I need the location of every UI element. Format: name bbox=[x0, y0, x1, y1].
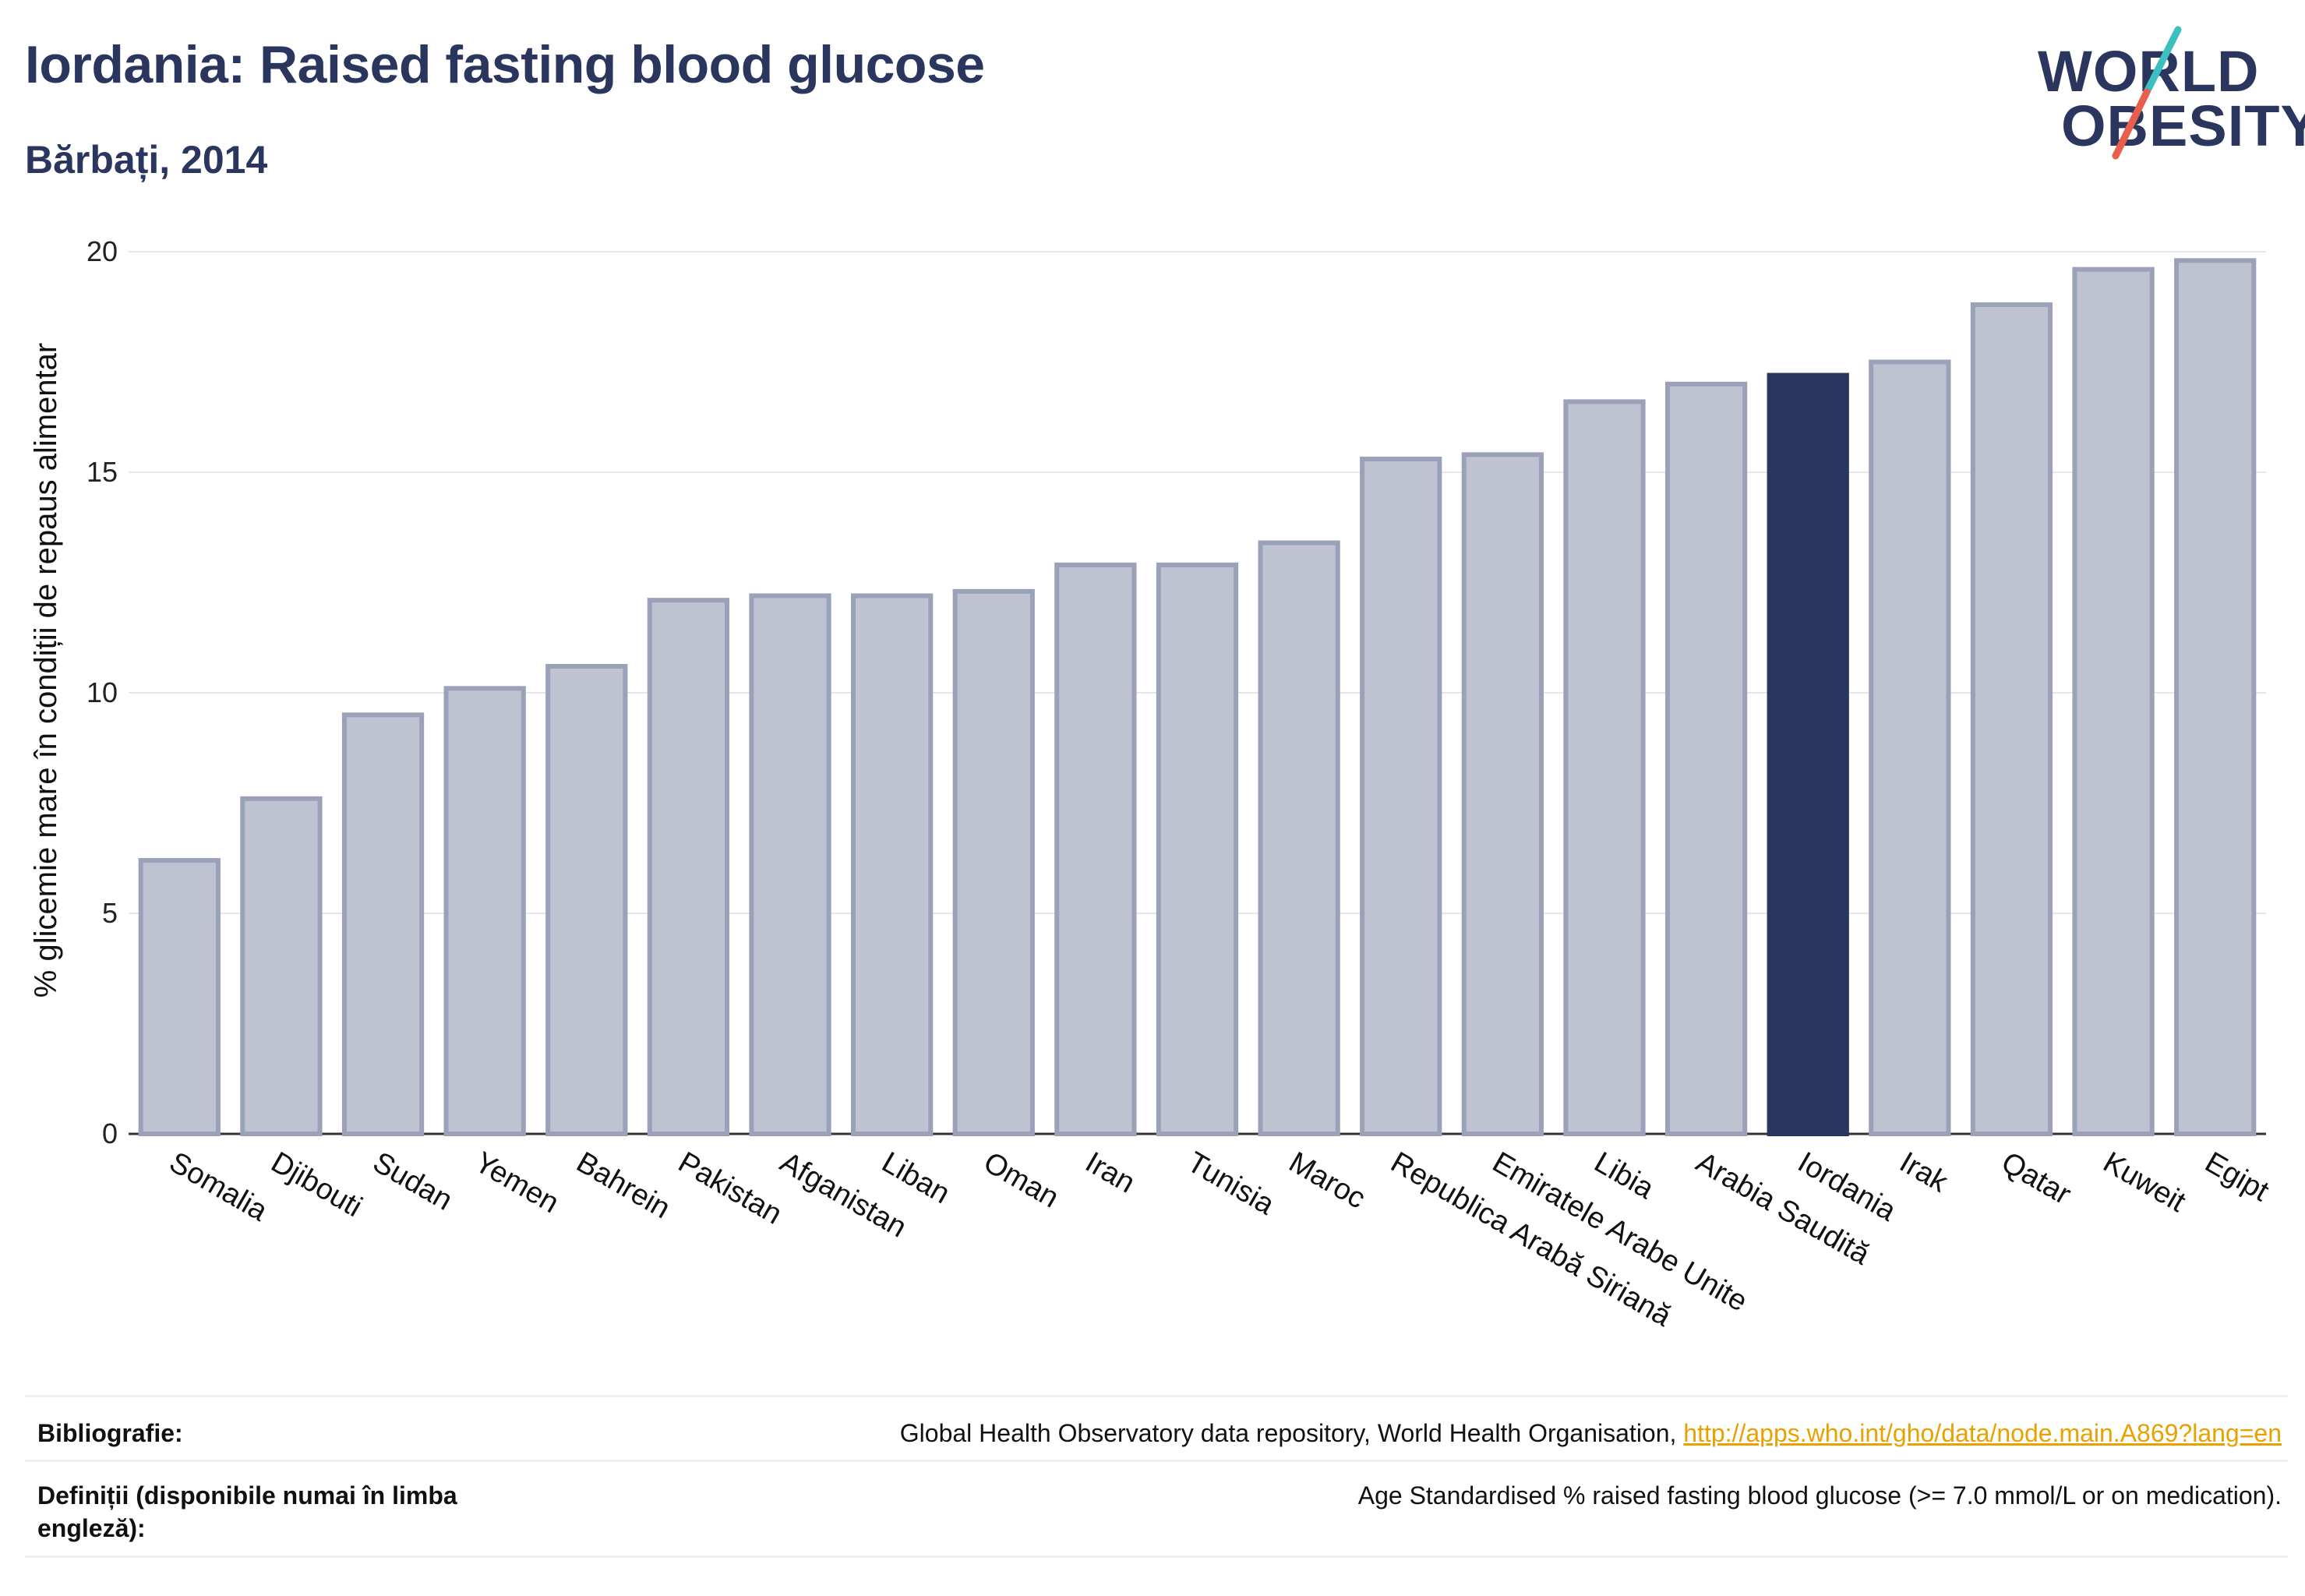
bar-qatar bbox=[1970, 302, 2053, 1136]
bar-kuweit bbox=[2072, 267, 2155, 1136]
bars bbox=[138, 258, 2257, 1137]
y-axis-title: % glicemie mare în condiții de repaus al… bbox=[29, 343, 63, 998]
footer-divider-bottom bbox=[25, 1555, 2288, 1558]
world-obesity-logo: WORLD OBESITY bbox=[2038, 23, 2305, 164]
x-tick-label: Sudan bbox=[367, 1146, 457, 1216]
bar-afganistan bbox=[749, 593, 831, 1136]
bar-yemen bbox=[443, 686, 526, 1136]
bar-oman bbox=[952, 588, 1035, 1136]
x-tick-label: Arabia Saudită bbox=[1690, 1146, 1876, 1271]
x-tick-label: Pakistan bbox=[672, 1146, 787, 1231]
bar-iordania bbox=[1767, 373, 1849, 1137]
bibliography-text: Global Health Observatory data repositor… bbox=[899, 1419, 1684, 1447]
x-tick-label: Bahrein bbox=[571, 1146, 676, 1225]
x-tick-label: Somalia bbox=[164, 1146, 274, 1227]
bar-irak bbox=[1869, 359, 1951, 1136]
chart-title: Iordania: Raised fasting blood glucose bbox=[25, 35, 985, 94]
bibliography-value: Global Health Observatory data repositor… bbox=[900, 1417, 2282, 1449]
bar-tunisia bbox=[1156, 562, 1239, 1136]
x-tick-label: Maroc bbox=[1283, 1146, 1371, 1215]
definitions-label: Definiții (disponibile numai în limba en… bbox=[37, 1481, 457, 1542]
bibliography-label: Bibliografie: bbox=[37, 1419, 183, 1447]
x-tick-label: Oman bbox=[978, 1146, 1064, 1214]
x-tick-label: Tunisia bbox=[1181, 1146, 1280, 1221]
bar-somalia bbox=[138, 858, 221, 1136]
x-tick-label: Djibouti bbox=[266, 1146, 368, 1223]
x-tick-label: Iran bbox=[1080, 1146, 1141, 1199]
y-tick-label: 5 bbox=[102, 897, 118, 929]
y-tick-label: 0 bbox=[102, 1118, 118, 1149]
footer-divider-middle bbox=[25, 1460, 2288, 1462]
y-tick-label: 15 bbox=[86, 456, 118, 488]
x-tick-label: Irak bbox=[1894, 1146, 1954, 1199]
bar-djibouti bbox=[240, 796, 323, 1136]
bar-libia bbox=[1563, 399, 1646, 1136]
logo-line-2: OBESITY bbox=[2061, 94, 2305, 158]
bar-pakistan bbox=[647, 598, 730, 1136]
x-tick-label: Egipt bbox=[2200, 1146, 2275, 1208]
bar-iran bbox=[1054, 562, 1137, 1136]
bar-emiratele-arabe-unite bbox=[1461, 452, 1544, 1136]
bar-maroc bbox=[1258, 540, 1340, 1136]
bar-egipt bbox=[2174, 258, 2257, 1137]
footer-divider-top bbox=[25, 1395, 2288, 1397]
bar-arabia-saudită bbox=[1664, 381, 1748, 1136]
x-tick-label: Liban bbox=[876, 1146, 955, 1210]
x-tick-label: Yemen bbox=[469, 1146, 564, 1220]
y-tick-label: 10 bbox=[86, 676, 118, 708]
y-tick-label: 20 bbox=[86, 235, 118, 267]
bar-republica-arabă-siriană bbox=[1360, 457, 1442, 1136]
x-tick-label: Kuweit bbox=[2098, 1146, 2191, 1219]
x-tick-label: Qatar bbox=[1996, 1146, 2077, 1211]
bar-sudan bbox=[341, 712, 425, 1136]
bar-bahrein bbox=[545, 664, 628, 1136]
chart-subtitle: Bărbați, 2014 bbox=[25, 138, 268, 182]
y-tick-labels: 0 5 10 15 20 bbox=[86, 235, 118, 1149]
bar-liban bbox=[851, 593, 934, 1136]
bibliography-link[interactable]: http://apps.who.int/gho/data/node.main.A… bbox=[1683, 1419, 2282, 1447]
logo-slash-icon bbox=[2112, 26, 2182, 160]
x-tick-label: Libia bbox=[1589, 1146, 1660, 1206]
definitions-value: Age Standardised % raised fasting blood … bbox=[1357, 1481, 2282, 1509]
